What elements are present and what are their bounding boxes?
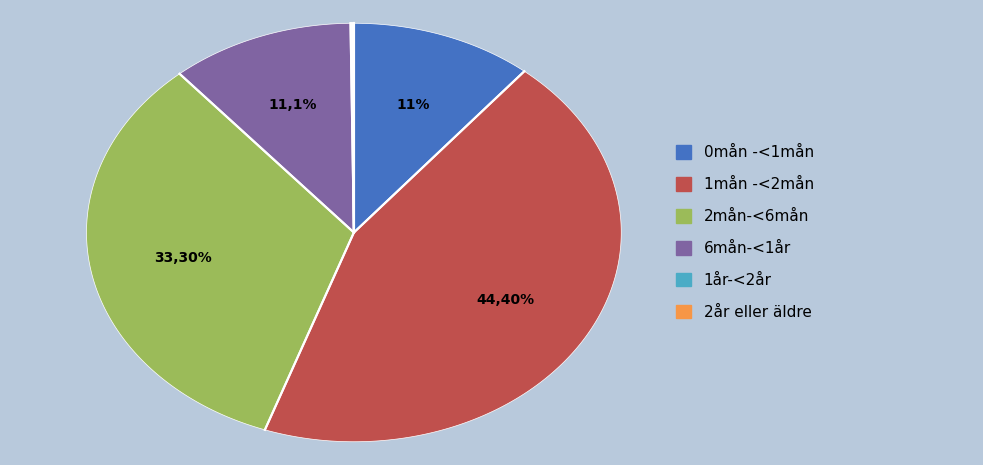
Text: 33,30%: 33,30% bbox=[154, 251, 212, 265]
Polygon shape bbox=[264, 71, 621, 442]
Polygon shape bbox=[180, 23, 354, 232]
Polygon shape bbox=[87, 74, 354, 430]
Text: 11,1%: 11,1% bbox=[268, 98, 317, 112]
Text: 44,40%: 44,40% bbox=[476, 292, 534, 306]
Polygon shape bbox=[354, 23, 524, 232]
Text: 11%: 11% bbox=[396, 98, 430, 112]
Legend: 0mån -<1mån, 1mån -<2mån, 2mån-<6mån, 6mån-<1år, 1år-<2år, 2år eller äldre: 0mån -<1mån, 1mån -<2mån, 2mån-<6mån, 6m… bbox=[676, 145, 814, 320]
Polygon shape bbox=[351, 23, 354, 232]
Polygon shape bbox=[352, 23, 354, 232]
